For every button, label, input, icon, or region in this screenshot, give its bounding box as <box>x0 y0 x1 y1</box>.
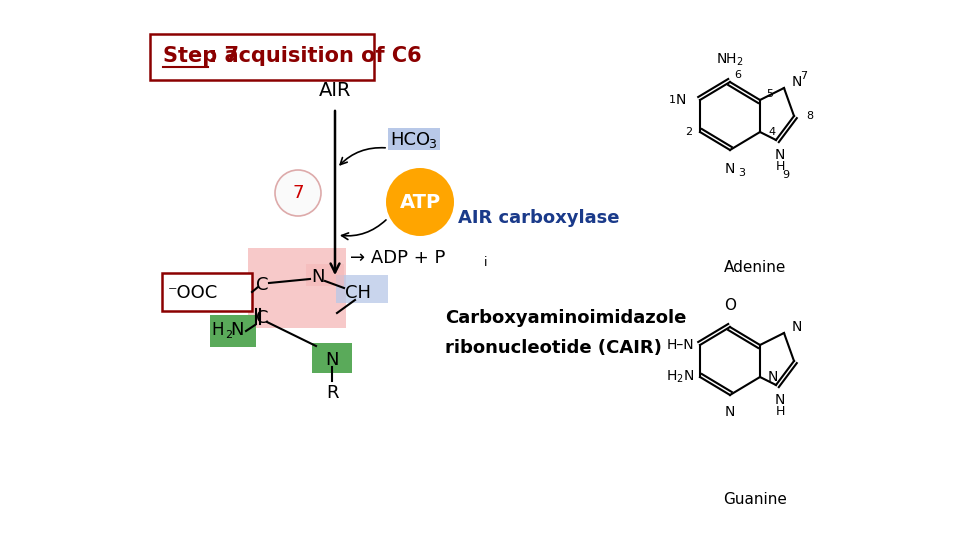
Text: 2: 2 <box>226 330 232 340</box>
Text: Step 7: Step 7 <box>163 46 239 66</box>
Text: N: N <box>775 393 785 407</box>
Bar <box>210 315 256 347</box>
Text: H: H <box>776 405 784 418</box>
Text: 7: 7 <box>292 184 303 202</box>
Text: ribonucleotide (CAIR): ribonucleotide (CAIR) <box>445 339 661 357</box>
Text: : acquisition of C6: : acquisition of C6 <box>209 46 421 66</box>
Text: ⁻OOC: ⁻OOC <box>168 284 218 302</box>
Text: N: N <box>325 351 339 369</box>
Text: 3: 3 <box>738 168 745 178</box>
Text: 1: 1 <box>669 95 676 105</box>
Text: O: O <box>724 298 736 313</box>
Text: → ADP + P: → ADP + P <box>350 249 445 267</box>
Text: N: N <box>311 268 324 286</box>
Text: Adenine: Adenine <box>724 260 786 275</box>
Text: N: N <box>676 93 686 107</box>
Text: 5: 5 <box>766 89 773 99</box>
Text: N: N <box>725 405 735 419</box>
Text: AIR carboxylase: AIR carboxylase <box>458 209 619 227</box>
Text: N: N <box>792 75 803 89</box>
FancyArrowPatch shape <box>342 220 386 240</box>
FancyArrowPatch shape <box>340 148 385 165</box>
Text: Guanine: Guanine <box>723 492 787 508</box>
Text: C: C <box>255 309 268 327</box>
Text: AIR: AIR <box>319 81 351 100</box>
Bar <box>306 264 344 286</box>
Text: 9: 9 <box>782 170 789 180</box>
Text: N: N <box>768 370 779 384</box>
Text: Carboxyaminoimidazole: Carboxyaminoimidazole <box>445 309 686 327</box>
Text: 8: 8 <box>806 111 813 121</box>
Text: N: N <box>775 148 785 162</box>
Text: CH: CH <box>345 284 371 302</box>
Circle shape <box>386 168 454 236</box>
Text: HCO: HCO <box>390 131 430 149</box>
Text: 6: 6 <box>734 70 741 80</box>
Bar <box>312 343 352 373</box>
FancyBboxPatch shape <box>162 273 252 311</box>
Text: 7: 7 <box>800 71 807 81</box>
Text: 3: 3 <box>428 138 436 151</box>
FancyBboxPatch shape <box>150 34 374 80</box>
Text: H: H <box>212 321 225 339</box>
Text: i: i <box>484 255 488 268</box>
Text: ATP: ATP <box>399 192 441 212</box>
Text: H: H <box>776 160 784 173</box>
Bar <box>336 275 388 303</box>
Text: 4: 4 <box>768 127 775 137</box>
FancyBboxPatch shape <box>248 248 346 328</box>
Text: N: N <box>725 162 735 176</box>
Text: H–N: H–N <box>666 338 694 352</box>
Text: NH$_2$: NH$_2$ <box>716 52 744 68</box>
Text: 2: 2 <box>684 127 692 137</box>
Text: N: N <box>230 321 244 339</box>
Text: N: N <box>792 320 803 334</box>
Bar <box>388 128 440 150</box>
Circle shape <box>275 170 321 216</box>
Text: C: C <box>255 276 268 294</box>
Text: R: R <box>325 384 338 402</box>
Text: H$_2$N: H$_2$N <box>666 369 694 385</box>
